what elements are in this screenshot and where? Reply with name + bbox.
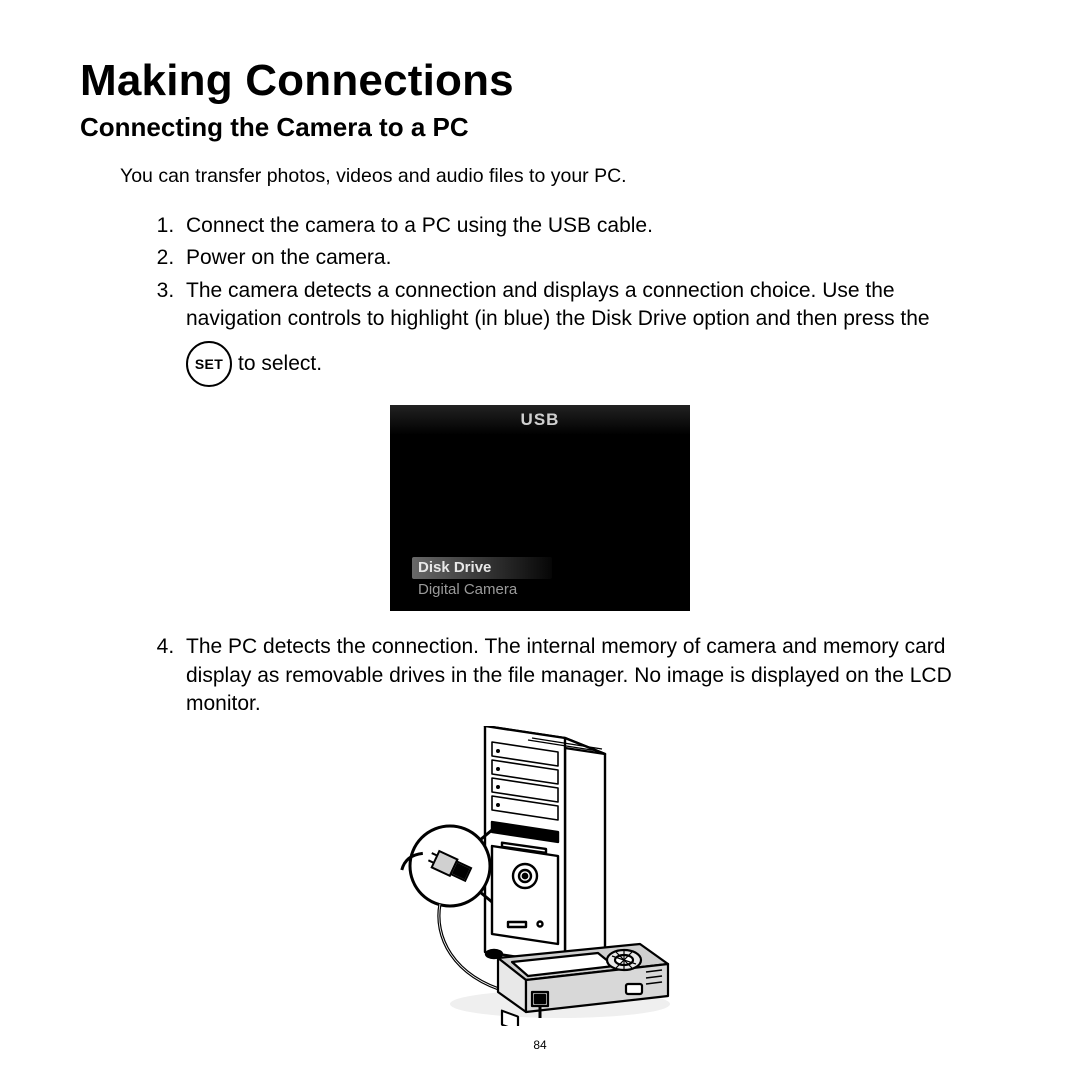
pc-tower-icon	[485, 726, 605, 970]
page-number: 84	[0, 1038, 1080, 1052]
steps-list-continued: The PC detects the connection. The inter…	[80, 633, 1000, 718]
usb-port-zoom-icon	[401, 826, 492, 906]
step-3-line-1: The camera detects a connection and disp…	[186, 279, 895, 302]
step-3-suffix: to select.	[238, 350, 322, 378]
set-button-row: SET to select.	[186, 341, 322, 387]
step-4: The PC detects the connection. The inter…	[180, 633, 1000, 718]
lcd-screen: USB Disk Drive Digital Camera	[390, 405, 690, 611]
camera-lcd-screenshot: USB Disk Drive Digital Camera	[390, 405, 690, 611]
lcd-options: Disk Drive Digital Camera	[412, 557, 552, 601]
connection-diagram-svg	[390, 726, 690, 1026]
set-button-icon: SET	[186, 341, 232, 387]
manual-page: Making Connections Connecting the Camera…	[0, 0, 1080, 1080]
page-title: Making Connections	[80, 56, 1000, 106]
step-1: Connect the camera to a PC using the USB…	[180, 212, 1000, 240]
intro-paragraph: You can transfer photos, videos and audi…	[120, 165, 1000, 188]
connection-diagram	[390, 726, 690, 1026]
step-3-line-2: navigation controls to highlight (in blu…	[186, 305, 1000, 333]
section-heading: Connecting the Camera to a PC	[80, 112, 1000, 143]
step-3: The camera detects a connection and disp…	[180, 277, 1000, 388]
lcd-option-disk-drive: Disk Drive	[412, 557, 552, 579]
step-2: Power on the camera.	[180, 244, 1000, 272]
lcd-option-digital-camera: Digital Camera	[412, 579, 552, 601]
lcd-title: USB	[390, 405, 690, 435]
steps-list: Connect the camera to a PC using the USB…	[80, 212, 1000, 387]
